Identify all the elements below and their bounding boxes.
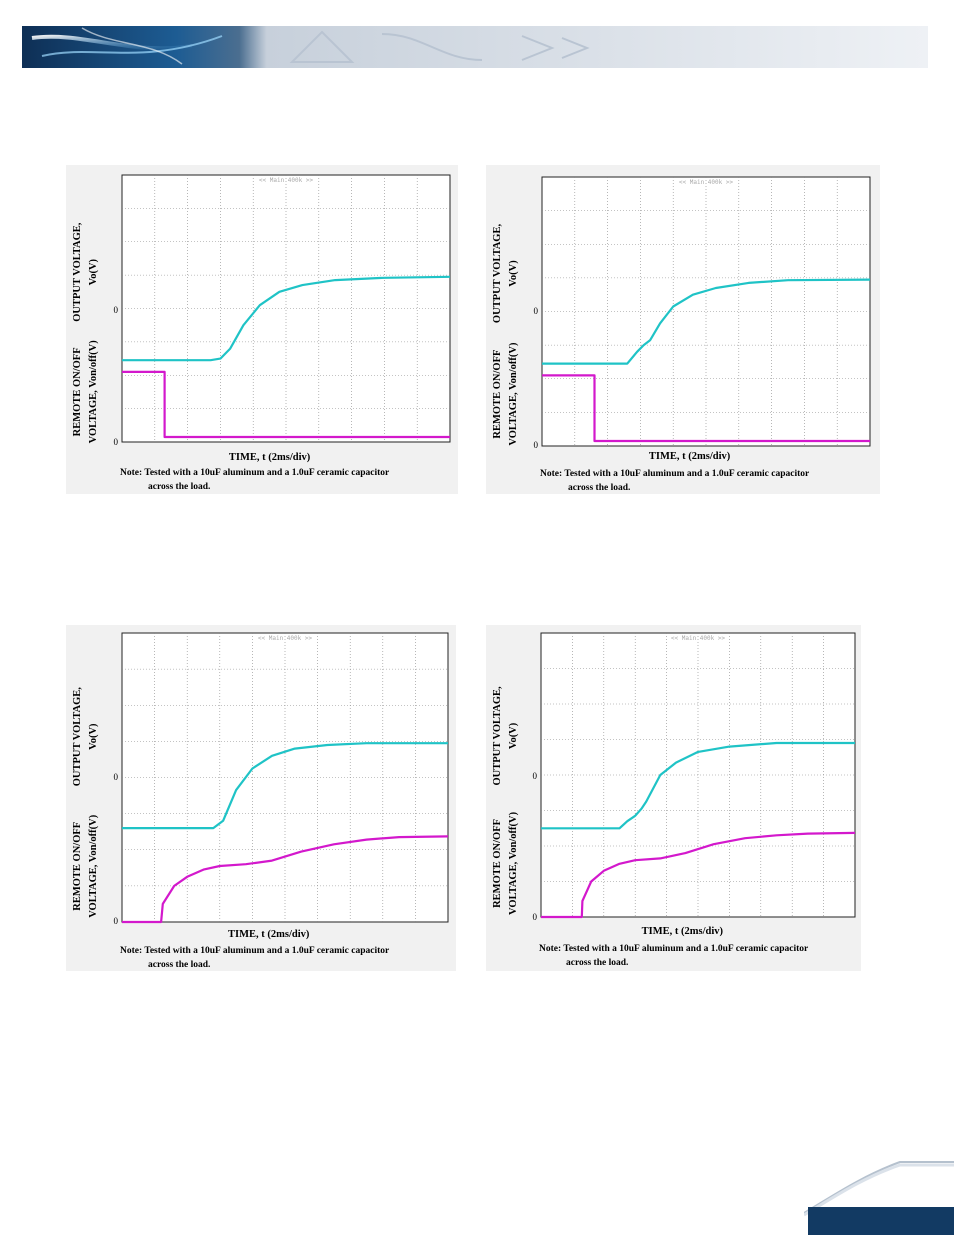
- scope-header-label: << Main 400k >>: [679, 179, 734, 186]
- zero-label-output: 0: [534, 306, 539, 316]
- plot-area: [121, 174, 451, 443]
- remote-on-off-trace: [122, 835, 449, 924]
- ylabel-remote-on-off-line-2: VOLTAGE, Von/off(V): [88, 814, 99, 918]
- grid: [122, 175, 450, 442]
- ylabel-output-voltage: OUTPUT VOLTAGE, Vo(V): [492, 686, 519, 786]
- ylabel-output-voltage-line-1: OUTPUT VOLTAGE,: [492, 686, 503, 786]
- remote-on-off-trace: [542, 374, 870, 443]
- scope-chart-4: << Main 400k >> 0 0 OUTPUT VOLTAGE, Vo(V) REM…: [486, 625, 861, 971]
- scope-panel-1: << Main 400k >> 0 0 OUTPUT VOLTAGE, Vo(V) REM…: [66, 165, 458, 494]
- ylabel-remote-on-off: REMOTE ON/OFF VOLTAGE, Von/off(V): [492, 811, 519, 915]
- note-text-line-2: across the load.: [566, 958, 628, 968]
- ylabel-remote-on-off-line-1: REMOTE ON/OFF: [72, 822, 83, 911]
- xlabel-time: TIME, t (2ms/div): [649, 451, 731, 462]
- ylabel-output-voltage: OUTPUT VOLTAGE, Vo(V): [72, 222, 99, 322]
- scope-header-label: << Main 400k >>: [259, 177, 314, 184]
- zero-label-output: 0: [114, 772, 119, 782]
- note-text-line-2: across the load.: [148, 960, 210, 970]
- note-text-line-1: Note: Tested with a 10uF aluminum and a …: [120, 468, 390, 478]
- header-banner-graphic: [22, 26, 928, 68]
- grid: [542, 177, 870, 446]
- ylabel-output-voltage-line-1: OUTPUT VOLTAGE,: [492, 224, 503, 324]
- zero-label-output: 0: [533, 771, 538, 781]
- output-voltage-trace: [122, 275, 451, 362]
- xlabel-time: TIME, t (2ms/div): [642, 926, 724, 937]
- remote-on-off-trace: [541, 831, 856, 919]
- footer-corner-graphic: [804, 1155, 954, 1235]
- zero-label-remote: 0: [534, 440, 539, 450]
- note-text-line-2: across the load.: [568, 483, 630, 493]
- output-voltage-trace: [541, 741, 855, 830]
- ylabel-remote-on-off: REMOTE ON/OFF VOLTAGE, Von/off(V): [72, 814, 99, 918]
- remote-on-off-trace: [122, 370, 450, 439]
- scope-chart-3: << Main 400k >> 0 0 OUTPUT VOLTAGE, Vo(V) REM…: [66, 625, 456, 971]
- ylabel-remote-on-off-line-1: REMOTE ON/OFF: [492, 819, 503, 908]
- output-voltage-trace: [542, 278, 871, 365]
- output-voltage-trace: [122, 742, 448, 830]
- note-text-line-1: Note: Tested with a 10uF aluminum and a …: [539, 944, 809, 954]
- scope-panel-2: << Main 400k >> 0 0 OUTPUT VOLTAGE, Vo(V) REM…: [486, 165, 880, 494]
- ylabel-output-voltage-line-1: OUTPUT VOLTAGE,: [72, 687, 83, 787]
- ylabel-remote-on-off-line-1: REMOTE ON/OFF: [492, 350, 503, 439]
- grid: [541, 633, 855, 917]
- ylabel-remote-on-off-line-2: VOLTAGE, Von/off(V): [508, 342, 519, 446]
- scope-panel-4: << Main 400k >> 0 0 OUTPUT VOLTAGE, Vo(V) REM…: [486, 625, 861, 971]
- ylabel-output-voltage: OUTPUT VOLTAGE, Vo(V): [72, 687, 99, 787]
- ylabel-output-voltage-line-2: Vo(V): [508, 260, 519, 287]
- ylabel-output-voltage-line-1: OUTPUT VOLTAGE,: [72, 222, 83, 322]
- zero-label-remote: 0: [114, 916, 119, 926]
- scope-header-label: << Main 400k >>: [671, 635, 726, 642]
- ylabel-remote-on-off: REMOTE ON/OFF VOLTAGE, Von/off(V): [492, 342, 519, 446]
- header-banner: [22, 26, 928, 68]
- ylabel-output-voltage: OUTPUT VOLTAGE, Vo(V): [492, 224, 519, 324]
- scope-header-label: << Main 400k >>: [258, 635, 313, 642]
- ylabel-output-voltage-line-2: Vo(V): [88, 723, 99, 750]
- footer-bar: [808, 1207, 954, 1235]
- zero-label-remote: 0: [114, 437, 119, 447]
- note-text-line-2: across the load.: [148, 482, 210, 492]
- scope-panel-3: << Main 400k >> 0 0 OUTPUT VOLTAGE, Vo(V) REM…: [66, 625, 456, 971]
- ylabel-output-voltage-line-2: Vo(V): [508, 722, 519, 749]
- ylabel-output-voltage-line-2: Vo(V): [88, 258, 99, 285]
- ylabel-remote-on-off: REMOTE ON/OFF VOLTAGE, Von/off(V): [72, 340, 99, 444]
- xlabel-time: TIME, t (2ms/div): [229, 452, 311, 463]
- xlabel-time: TIME, t (2ms/div): [228, 929, 310, 940]
- ylabel-remote-on-off-line-2: VOLTAGE, Von/off(V): [508, 811, 519, 915]
- zero-label-output: 0: [114, 305, 119, 315]
- zero-label-remote: 0: [533, 912, 538, 922]
- note-text-line-1: Note: Tested with a 10uF aluminum and a …: [120, 946, 390, 956]
- grid: [122, 633, 448, 922]
- scope-chart-1: << Main 400k >> 0 0 OUTPUT VOLTAGE, Vo(V) REM…: [66, 165, 458, 494]
- ylabel-remote-on-off-line-2: VOLTAGE, Von/off(V): [88, 340, 99, 444]
- note-text-line-1: Note: Tested with a 10uF aluminum and a …: [540, 469, 810, 479]
- scope-chart-2: << Main 400k >> 0 0 OUTPUT VOLTAGE, Vo(V) REM…: [486, 165, 880, 494]
- ylabel-remote-on-off-line-1: REMOTE ON/OFF: [72, 347, 83, 436]
